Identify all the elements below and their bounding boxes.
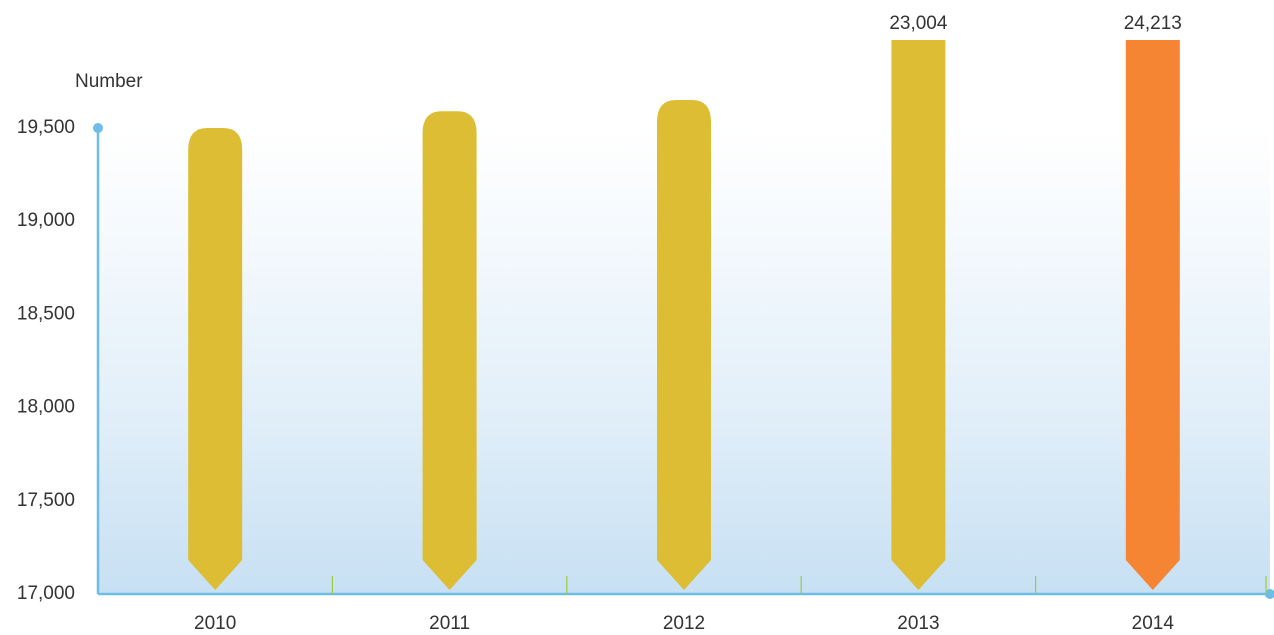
y-tick-label: 18,000 [17,397,75,418]
y-tick-label: 19,000 [17,210,75,231]
x-tick-label: 2010 [194,613,236,634]
y-tick-label: 19,500 [17,117,75,138]
bar [422,111,477,590]
value-label: 23,004 [889,13,948,34]
x-tick-label: 2011 [429,613,470,634]
bar [188,128,243,590]
axis-end [1265,589,1274,599]
y-tick-label: 18,500 [17,303,75,324]
x-tick-label: 2013 [897,613,939,634]
axis-end [93,123,103,133]
bars [188,40,1180,590]
y-tick-label: 17,000 [17,583,75,604]
x-tick-label: 2014 [1132,613,1175,634]
value-label: 24,213 [1124,13,1182,34]
y-axis-label: Number [75,71,143,92]
bar [891,40,946,590]
y-tick-label: 17,500 [17,490,75,511]
bar [657,100,711,590]
bar [1125,40,1180,590]
x-tick-label: 2012 [663,613,705,634]
